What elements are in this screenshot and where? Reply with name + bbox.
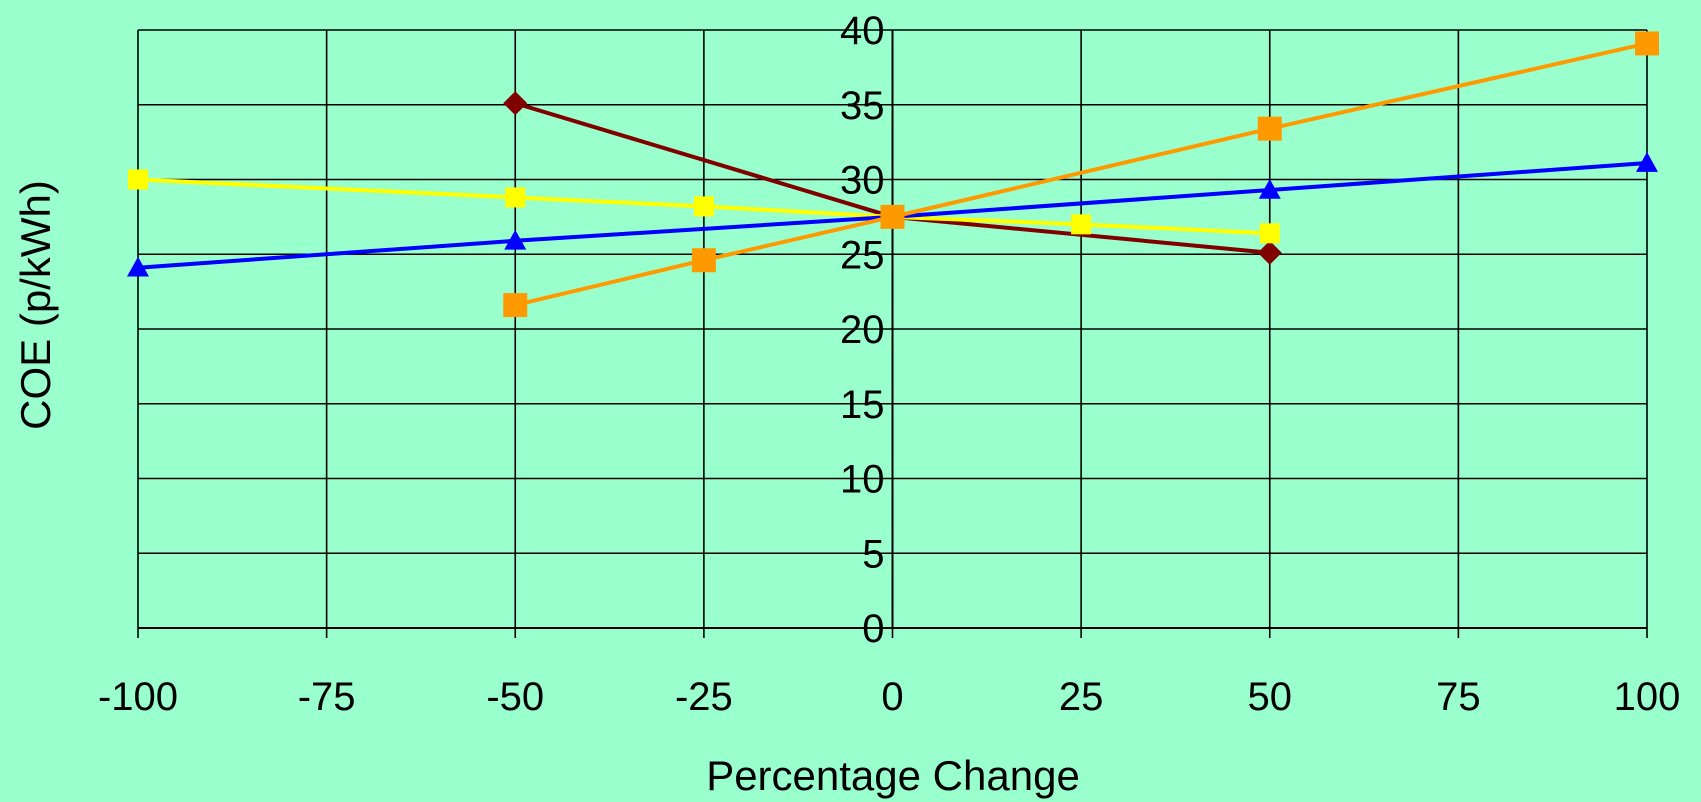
y-tick-label: 20: [840, 308, 885, 352]
data-point: [1257, 240, 1282, 265]
series-line: [137, 177, 1270, 236]
x-tick-label: -75: [298, 675, 356, 719]
data-point: [505, 187, 526, 208]
x-tick-label: 75: [1436, 675, 1481, 719]
data-point: [1259, 223, 1280, 244]
y-axis-title: COE (p/kWh): [12, 180, 59, 430]
data-point: [504, 229, 527, 250]
data-point: [1071, 214, 1092, 235]
y-tick-label: 10: [840, 458, 885, 502]
series-3: [503, 31, 1659, 318]
data-point: [503, 293, 528, 318]
series-lines: [127, 31, 1659, 318]
x-tick-label: 100: [1614, 675, 1681, 719]
data-point: [1635, 31, 1659, 56]
y-tick-label: 25: [840, 233, 885, 277]
data-point: [127, 256, 149, 277]
data-point: [1258, 178, 1281, 199]
x-tick-label: 25: [1059, 675, 1104, 719]
x-tick-label: 50: [1248, 675, 1293, 719]
y-tick-label: 0: [862, 607, 884, 651]
data-point: [503, 91, 528, 116]
data-point: [1257, 116, 1282, 141]
grid-lines: [137, 29, 1648, 638]
y-tick-label: 5: [862, 532, 884, 576]
x-tick-label: -100: [98, 675, 178, 719]
data-point: [693, 196, 714, 217]
x-tick-label: -25: [675, 675, 733, 719]
data-point: [880, 204, 905, 229]
y-tick-label: 15: [840, 383, 885, 427]
x-axis-title: Percentage Change: [706, 752, 1080, 799]
x-tick-label: -50: [486, 675, 544, 719]
x-tick-label: 0: [881, 675, 903, 719]
data-point: [128, 169, 148, 190]
y-tick-label: 40: [840, 9, 885, 53]
data-point: [691, 248, 716, 273]
y-tick-label: 30: [840, 159, 885, 203]
data-point: [1636, 152, 1658, 172]
y-tick-label: 35: [840, 84, 885, 128]
tick-labels: 0 5 10 15 20 25 30 35 40 -100 -75 -50 -25 0 25 50 75 100: [98, 9, 1680, 719]
